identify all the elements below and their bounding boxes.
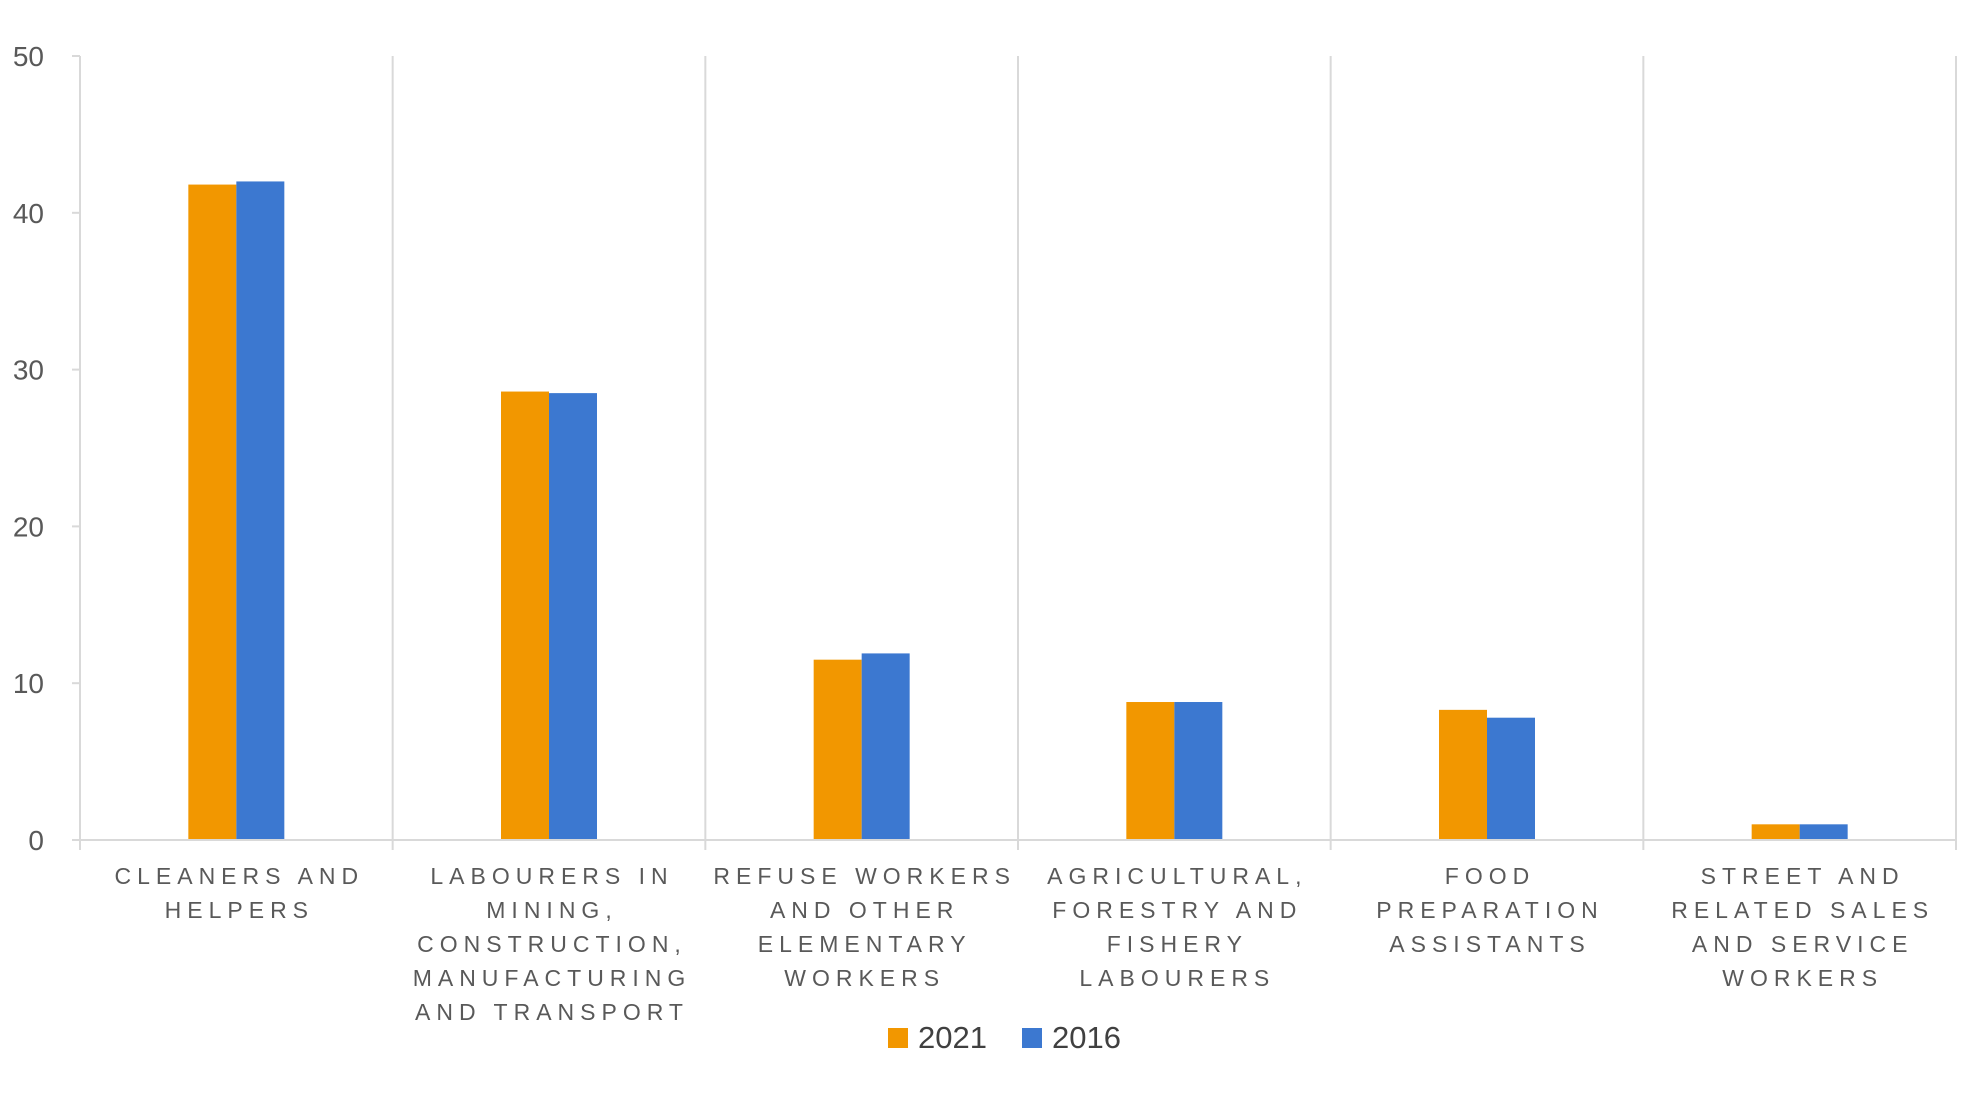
x-tick-label: CONSTRUCTION, xyxy=(417,931,687,957)
y-tick-label: 0 xyxy=(28,825,44,856)
y-tick-label: 20 xyxy=(13,511,44,542)
x-tick-label: CLEANERS AND xyxy=(114,863,364,889)
x-tick-label: PREPARATION xyxy=(1376,897,1603,923)
x-tick-label: MINING, xyxy=(486,897,617,923)
bar-2016-3 xyxy=(1174,702,1223,840)
x-tick-label: AND SERVICE xyxy=(1692,931,1914,957)
x-tick-label: REFUSE WORKERS xyxy=(713,863,1016,889)
x-tick-label-group: REFUSE WORKERS AND OTHER ELEMENTARY WORKERS xyxy=(713,863,1016,991)
x-tick-label: ASSISTANTS xyxy=(1389,931,1590,957)
y-tick-label: 50 xyxy=(13,41,44,72)
legend-swatch-2016 xyxy=(1022,1028,1042,1048)
bar-2021-4 xyxy=(1439,709,1487,840)
bar-2016-0 xyxy=(236,181,285,840)
x-tick-label: WORKERS xyxy=(784,965,945,991)
bar-2021-3 xyxy=(1126,702,1175,840)
x-tick-label-group: STREET AND RELATED SALES AND SERVICE WORKER… xyxy=(1671,863,1934,991)
legend-swatch-2021 xyxy=(888,1028,908,1048)
bar-2021-5 xyxy=(1751,824,1800,840)
x-tick-label: LABOURERS xyxy=(1079,965,1275,991)
bar-2021-2 xyxy=(813,659,862,840)
y-tick-label: 40 xyxy=(13,198,44,229)
x-tick-label: FORESTRY AND xyxy=(1052,897,1302,923)
x-tick-label: AND TRANSPORT xyxy=(415,999,689,1025)
x-tick-label: WORKERS xyxy=(1722,965,1883,991)
x-tick-label-group: CLEANERS AND HELPERS xyxy=(114,863,364,923)
x-tick-label: STREET AND xyxy=(1701,863,1905,889)
legend: 2021 2016 xyxy=(888,1020,1121,1055)
x-tick-label: FISHERY xyxy=(1107,931,1248,957)
x-tick-label-group: FOOD PREPARATION ASSISTANTS xyxy=(1376,863,1603,957)
x-tick-label-group: LABOURERS IN MINING, CONSTRUCTION, MANUFACT… xyxy=(413,863,692,1025)
x-tick-label: RELATED SALES xyxy=(1671,897,1934,923)
y-tick-label: 10 xyxy=(13,668,44,699)
x-tick-label: MANUFACTURING xyxy=(413,965,692,991)
axis-layer: 0 10 20 30 40 50 CLEANERS AND HELPERS LABOURERS … xyxy=(13,41,1956,1025)
y-tick-label: 30 xyxy=(13,355,44,386)
grid-layer xyxy=(79,56,1957,850)
bars-layer xyxy=(188,181,1848,841)
x-tick-label: AND OTHER xyxy=(770,897,959,923)
bar-2016-5 xyxy=(1799,824,1848,840)
bar-2016-2 xyxy=(861,653,910,840)
legend-label-2021: 2021 xyxy=(918,1020,987,1055)
bar-2016-4 xyxy=(1487,717,1535,840)
bar-2021-0 xyxy=(188,184,237,841)
x-tick-label: AGRICULTURAL, xyxy=(1047,863,1307,889)
bar-2016-1 xyxy=(549,393,597,840)
x-tick-label: ELEMENTARY xyxy=(758,931,972,957)
legend-label-2016: 2016 xyxy=(1052,1020,1121,1055)
bar-2021-1 xyxy=(501,391,549,840)
x-tick-label-group: AGRICULTURAL, FORESTRY AND FISHERY LABOURER… xyxy=(1047,863,1307,991)
x-tick-label: LABOURERS IN xyxy=(430,863,673,889)
x-tick-label: HELPERS xyxy=(165,897,314,923)
x-tick-label: FOOD xyxy=(1445,863,1535,889)
